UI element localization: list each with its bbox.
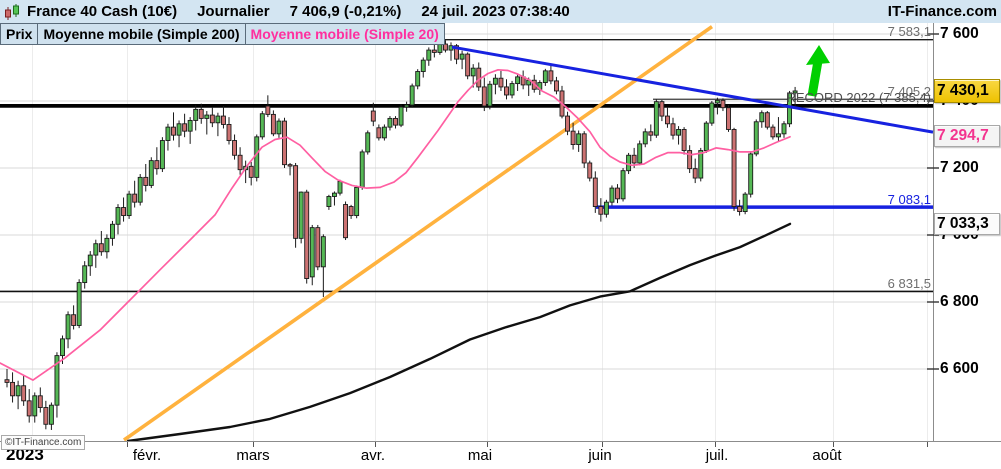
x-label-juil: juil.	[705, 447, 729, 464]
tab-ma20[interactable]: Moyenne mobile (Simple 20)	[244, 23, 445, 45]
level-label-7405: 7 405,2	[887, 83, 931, 99]
x-axis-tick	[253, 442, 254, 447]
level-label-6831: 6 831,5	[887, 275, 931, 291]
x-axis-tick	[715, 442, 716, 447]
instrument-title: France 40 Cash (10€)	[27, 3, 178, 20]
record-2022-annotation: RECORD 2022 (7 385,4)	[786, 90, 931, 106]
x-axis-tick	[487, 442, 488, 447]
ma20-value-marker: 7 294,7	[934, 125, 1000, 148]
y-tick-7200: 7 200	[940, 159, 979, 176]
y-tick-7600: 7 600	[940, 25, 979, 42]
x-axis-tick	[602, 442, 603, 447]
timeframe-label: Journalier	[197, 3, 270, 20]
copyright-watermark: ©IT-Finance.com	[1, 435, 86, 450]
y-tick-6800: 6 800	[940, 293, 979, 310]
quote-change: 7 406,9 (-0,21%)	[289, 3, 402, 20]
tab-price[interactable]: Prix	[0, 23, 39, 45]
candlestick-pair-icon	[5, 3, 19, 20]
y-tick-6600: 6 600	[940, 360, 979, 377]
brand-logo: IT-Finance.com	[887, 3, 997, 20]
time-axis: 2023 févr. mars avr. mai juin juil. août	[0, 441, 1001, 469]
ma200-value-marker: 7 033,3	[934, 212, 1000, 235]
x-label-mars: mars	[236, 447, 270, 464]
x-axis-tick	[833, 442, 834, 447]
x-label-avr: avr.	[360, 447, 386, 464]
x-axis-tick	[927, 442, 928, 447]
breakout-arrow-shaft	[807, 60, 823, 97]
level-label-7083: 7 083,1	[887, 191, 931, 207]
x-label-juin: juin	[588, 447, 612, 464]
x-label-aout: août	[812, 447, 842, 464]
tab-ma200[interactable]: Moyenne mobile (Simple 200)	[37, 23, 246, 45]
title-bar: France 40 Cash (10€) Journalier 7 406,9 …	[0, 0, 1001, 23]
x-axis-tick	[127, 442, 128, 447]
level-label-7583: 7 583,1	[887, 24, 931, 40]
last-price-marker: 7 430,1	[934, 78, 1000, 103]
x-label-fevr: févr.	[132, 447, 162, 464]
x-label-mai: mai	[467, 447, 493, 464]
datetime-label: 24 juil. 2023 07:38:40	[421, 3, 570, 20]
x-axis-tick	[375, 442, 376, 447]
breakout-arrow-head	[806, 45, 830, 65]
indicator-tabs: Prix Moyenne mobile (Simple 200) Moyenne…	[0, 23, 445, 45]
